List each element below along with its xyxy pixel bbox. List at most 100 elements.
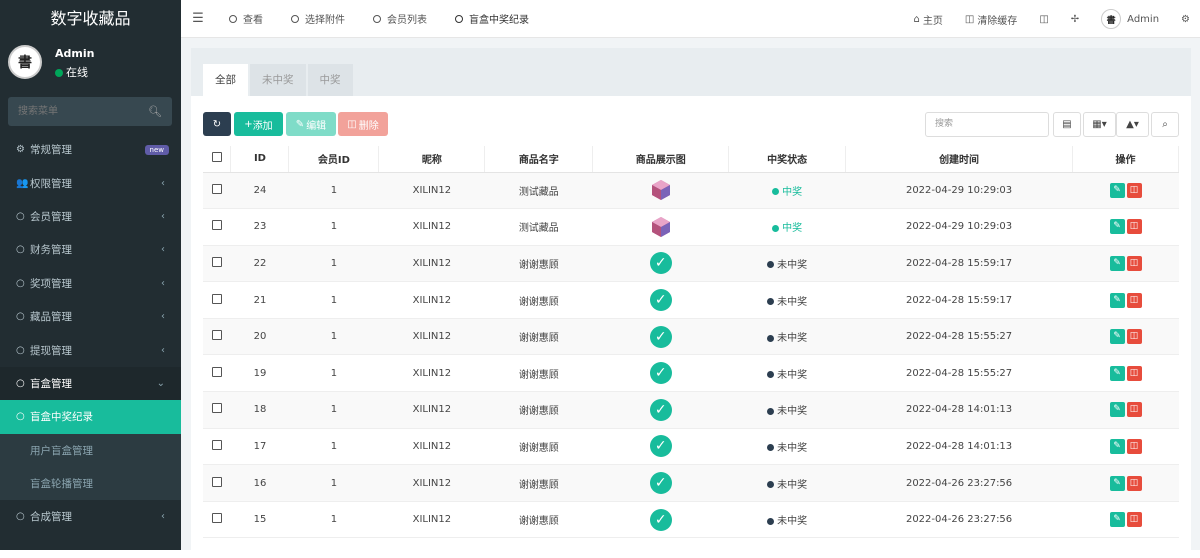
export-button[interactable]: ▲▾ [1116, 112, 1149, 137]
check-circle-icon[interactable]: ✓ [649, 472, 672, 495]
columns-button[interactable]: ▦▾ [1083, 112, 1116, 137]
sidebar-item-1[interactable]: 👥 权限管理 ‹ [0, 166, 181, 199]
column-header[interactable]: 操作 [1072, 146, 1179, 173]
product-cube-image[interactable] [650, 216, 672, 237]
column-header[interactable]: 会员ID [288, 146, 380, 173]
row-edit-button[interactable]: ✎ [1109, 182, 1125, 198]
row-edit-button[interactable]: ✎ [1109, 475, 1125, 491]
row-edit-button[interactable]: ✎ [1109, 329, 1125, 345]
row-checkbox[interactable] [211, 183, 222, 194]
panel-tab-0[interactable]: 全部 [203, 64, 248, 96]
column-header[interactable]: 中奖状态 [728, 146, 847, 173]
sidebar-item-3[interactable]: ○ 财务管理 ‹ [0, 233, 181, 266]
row-checkbox[interactable] [211, 403, 222, 414]
sidebar-item-2[interactable]: ○ 会员管理 ‹ [0, 200, 181, 233]
row-checkbox[interactable] [211, 439, 222, 450]
table-row[interactable]: 20 1 XILIN12 谢谢惠顾 ✓ 未中奖 2022-04-28 15:55:27 ✎ ◫ [203, 318, 1179, 356]
menu-search-input[interactable] [8, 97, 138, 126]
row-delete-button[interactable]: ◫ [1126, 329, 1142, 345]
add-button[interactable]: + 添加 [234, 112, 283, 136]
search-icon[interactable]: 🔍︎ [148, 105, 162, 118]
check-circle-icon[interactable]: ✓ [649, 362, 672, 385]
row-edit-button[interactable]: ✎ [1109, 255, 1125, 271]
select-all-checkbox[interactable] [211, 152, 222, 163]
row-checkbox[interactable] [211, 476, 222, 487]
row-delete-button[interactable]: ◫ [1126, 512, 1142, 528]
table-row[interactable]: 16 1 XILIN12 谢谢惠顾 ✓ 未中奖 2022-04-26 23:27:56 ✎ ◫ [203, 464, 1179, 502]
row-delete-button[interactable]: ◫ [1126, 255, 1142, 271]
refresh-button[interactable]: ↻ [203, 112, 231, 136]
cell-product: 谢谢惠顾 [484, 281, 593, 319]
user-menu[interactable]: 書 Admin [1101, 9, 1159, 29]
fullscreen-icon[interactable]: ✢ [1070, 13, 1080, 25]
row-delete-button[interactable]: ◫ [1126, 475, 1142, 491]
row-delete-button[interactable]: ◫ [1126, 402, 1142, 418]
table-row[interactable]: 17 1 XILIN12 谢谢惠顾 ✓ 未中奖 2022-04-28 14:01:13 ✎ ◫ [203, 428, 1179, 466]
table-search-input[interactable]: 搜索 [925, 112, 1049, 137]
check-circle-icon[interactable]: ✓ [649, 289, 672, 312]
settings-gear-icon[interactable]: ⚙ [1181, 13, 1190, 25]
top-tab-2[interactable]: 会员列表 [359, 0, 441, 38]
table-row[interactable]: 15 1 XILIN12 谢谢惠顾 ✓ 未中奖 2022-04-26 23:27:56 ✎ ◫ [203, 501, 1179, 539]
row-checkbox[interactable] [211, 293, 222, 304]
sidebar-item-10[interactable]: ○盲盒轮播管理 [0, 466, 181, 501]
column-header[interactable]: 商品展示图 [592, 146, 730, 173]
row-checkbox[interactable] [211, 330, 222, 341]
sidebar-item-4[interactable]: ○ 奖项管理 ‹ [0, 267, 181, 300]
clear-cache-link[interactable]: ◫ 清除缓存 [965, 12, 1017, 27]
status-badge: 未中奖 [767, 370, 807, 381]
table-row[interactable]: 21 1 XILIN12 谢谢惠顾 ✓ 未中奖 2022-04-28 15:59:17 ✎ ◫ [203, 281, 1179, 319]
row-edit-button[interactable]: ✎ [1109, 512, 1125, 528]
top-tab-0[interactable]: 查看 [215, 0, 277, 38]
row-edit-button[interactable]: ✎ [1109, 292, 1125, 308]
top-tab-1[interactable]: 选择附件 [277, 0, 359, 38]
sidebar-item-8[interactable]: ○ 盲盒中奖纪录 [0, 400, 181, 434]
column-header[interactable]: 创建时间 [845, 146, 1073, 173]
row-edit-button[interactable]: ✎ [1109, 438, 1125, 454]
sidebar-item-9[interactable]: ○用户盲盒管理 [0, 433, 181, 467]
row-checkbox[interactable] [211, 220, 222, 231]
language-icon[interactable]: ◫ [1039, 13, 1049, 25]
column-header[interactable]: ID [230, 146, 290, 173]
sidebar-item-5[interactable]: ○ 藏品管理 ‹ [0, 300, 181, 333]
top-tab-3[interactable]: 盲盒中奖纪录 [441, 0, 543, 38]
check-circle-icon[interactable]: ✓ [649, 252, 672, 275]
row-delete-button[interactable]: ◫ [1126, 365, 1142, 381]
table-row[interactable]: 19 1 XILIN12 谢谢惠顾 ✓ 未中奖 2022-04-28 15:55:27 ✎ ◫ [203, 354, 1179, 393]
panel-tab-1[interactable]: 未中奖 [250, 64, 306, 96]
row-checkbox[interactable] [211, 366, 222, 377]
check-circle-icon[interactable]: ✓ [649, 508, 672, 531]
column-header[interactable]: 昵称 [378, 146, 486, 173]
table-row[interactable]: 18 1 XILIN12 谢谢惠顾 ✓ 未中奖 2022-04-28 14:01:13 ✎ ◫ [203, 391, 1179, 429]
row-delete-button[interactable]: ◫ [1126, 182, 1142, 198]
sidebar-item-0[interactable]: ⚙ 常规管理 new [0, 133, 181, 166]
row-delete-button[interactable]: ◫ [1126, 438, 1142, 454]
brand-title[interactable]: 数字收藏品 [0, 0, 181, 38]
check-circle-icon[interactable]: ✓ [649, 325, 672, 348]
row-delete-button[interactable]: ◫ [1126, 219, 1142, 235]
panel-tab-2[interactable]: 中奖 [307, 64, 353, 96]
table-row[interactable]: 24 1 XILIN12 测试藏品 中奖 2022-04-29 10:29:03 ✎ ◫ [203, 172, 1179, 210]
row-delete-button[interactable]: ◫ [1126, 292, 1142, 308]
toggle-view-button[interactable]: ▤ [1053, 112, 1081, 137]
cell-member-id: 1 [288, 172, 379, 210]
home-link[interactable]: ⌂ 主页 [914, 12, 943, 27]
row-edit-button[interactable]: ✎ [1109, 402, 1125, 418]
check-circle-icon[interactable]: ✓ [649, 435, 672, 458]
row-edit-button[interactable]: ✎ [1109, 219, 1125, 235]
row-checkbox[interactable] [211, 256, 222, 267]
check-circle-icon[interactable]: ✓ [649, 398, 672, 421]
sidebar-item-11[interactable]: ○ 合成管理 ‹ [0, 500, 181, 533]
advanced-search-button[interactable]: ⌕ [1151, 112, 1179, 137]
table-row[interactable]: 23 1 XILIN12 测试藏品 中奖 2022-04-29 10:29:03 ✎ ◫ [203, 208, 1179, 246]
menu-toggle-icon[interactable]: ☰ [192, 11, 204, 26]
sidebar-item-6[interactable]: ○ 提现管理 ‹ [0, 333, 181, 366]
row-edit-button[interactable]: ✎ [1109, 365, 1125, 381]
column-header[interactable]: 商品名字 [484, 146, 594, 173]
table-row[interactable]: 22 1 XILIN12 谢谢惠顾 ✓ 未中奖 2022-04-28 15:59:17 ✎ ◫ [203, 245, 1179, 283]
sidebar-item-7[interactable]: ○ 盲盒管理 ⌄ [0, 366, 181, 401]
row-checkbox[interactable] [211, 513, 222, 524]
delete-button[interactable]: ◫ 删除 [338, 112, 388, 136]
product-cube-image[interactable] [650, 180, 672, 201]
edit-button[interactable]: ✎ 编辑 [286, 112, 336, 136]
